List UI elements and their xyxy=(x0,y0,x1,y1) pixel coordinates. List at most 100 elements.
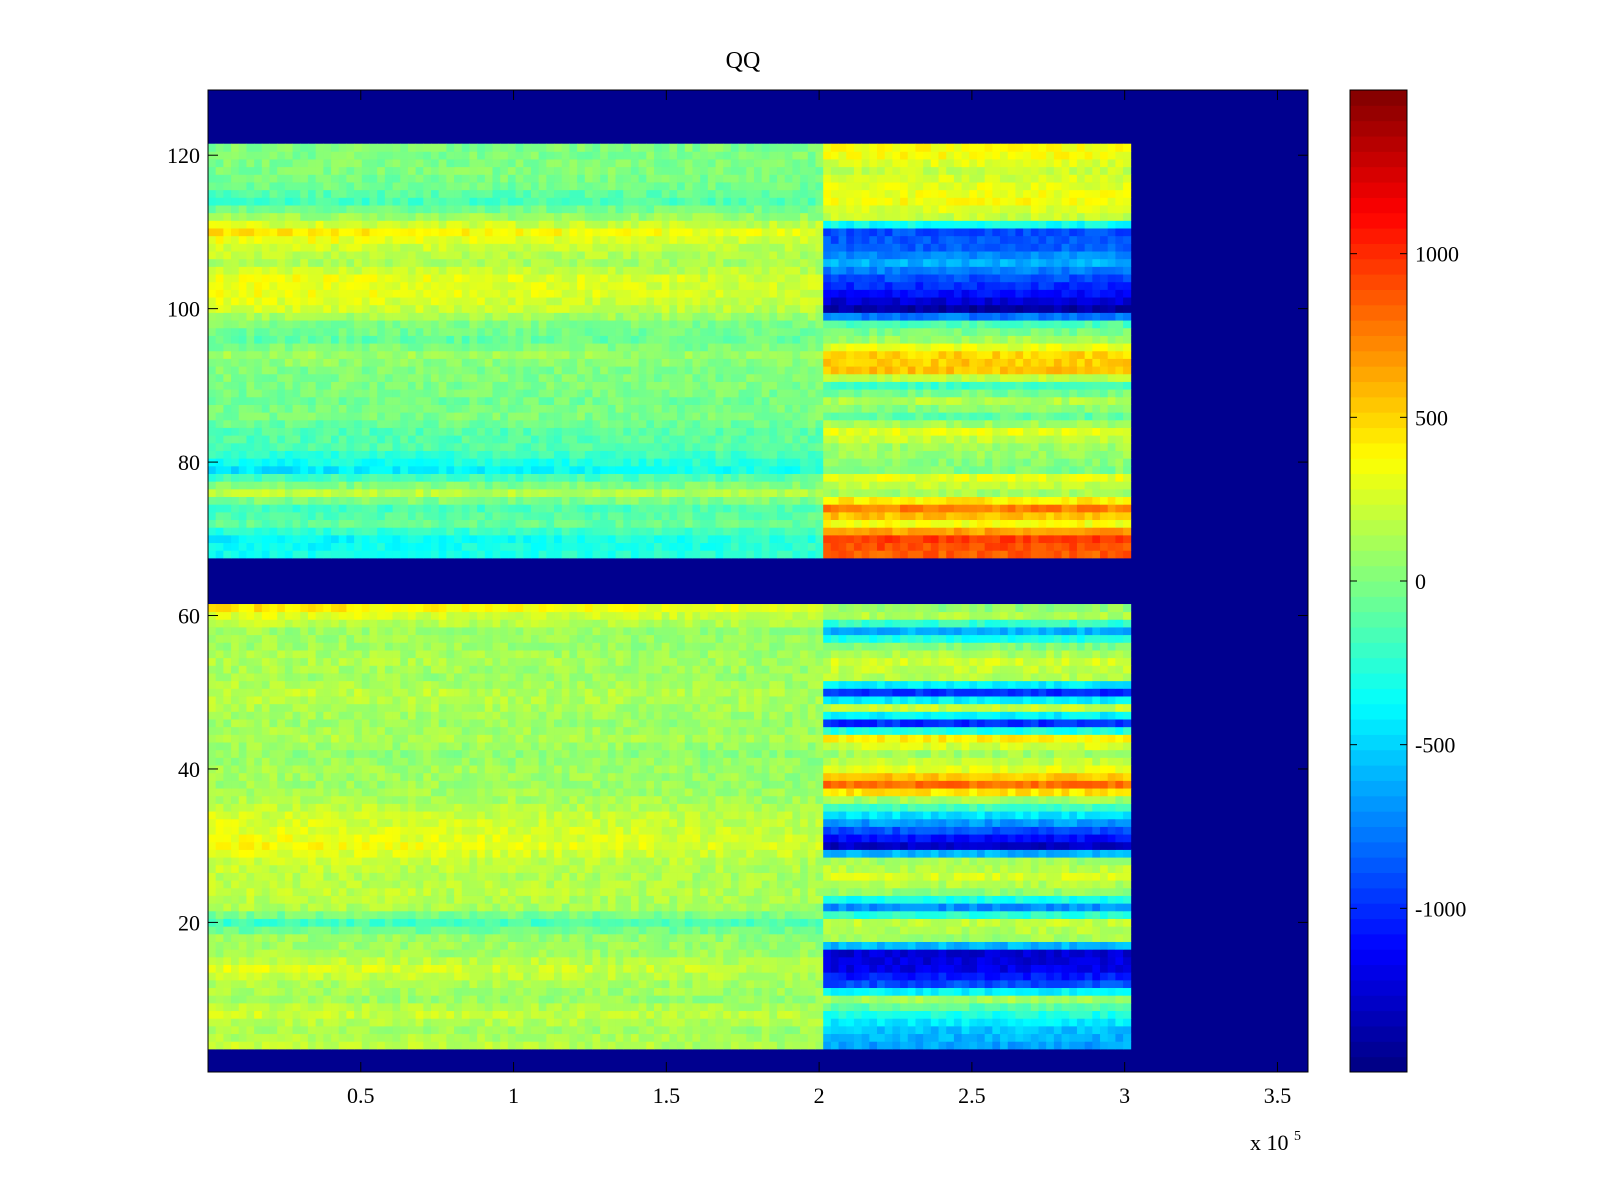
heatmap-cell xyxy=(415,788,424,797)
heatmap-cell xyxy=(830,972,839,981)
heatmap-cell xyxy=(815,1025,824,1035)
heatmap-cell xyxy=(246,1010,255,1019)
heatmap-cell xyxy=(507,903,516,912)
heatmap-cell xyxy=(846,979,855,989)
heatmap-cell xyxy=(469,811,478,820)
heatmap-cell xyxy=(630,1025,640,1035)
heatmap-cell xyxy=(246,749,255,758)
heatmap-cell xyxy=(861,734,870,743)
heatmap-cell xyxy=(231,803,240,812)
heatmap-cell xyxy=(446,987,455,996)
heatmap-cell xyxy=(507,972,516,981)
heatmap-cell xyxy=(746,918,755,927)
heatmap-cell xyxy=(577,1010,586,1019)
heatmap-cell xyxy=(715,964,724,973)
heatmap-cell xyxy=(331,772,340,781)
heatmap-cell xyxy=(1084,780,1093,789)
heatmap-cell xyxy=(715,1010,724,1019)
heatmap-cell xyxy=(823,918,832,927)
heatmap-cell xyxy=(415,1010,424,1019)
heatmap-cell xyxy=(1107,857,1116,866)
heatmap-cell xyxy=(946,742,955,751)
heatmap-cell xyxy=(477,1041,486,1050)
heatmap-cell xyxy=(438,818,447,827)
heatmap-cell xyxy=(838,818,847,827)
heatmap-cell xyxy=(431,818,440,827)
heatmap-cell xyxy=(208,949,217,958)
heatmap-cell xyxy=(730,857,739,866)
heatmap-cell xyxy=(923,956,932,965)
heatmap-cell xyxy=(630,926,640,935)
heatmap-cell xyxy=(646,857,655,866)
heatmap-cell xyxy=(900,1041,909,1050)
heatmap-cell xyxy=(261,895,270,904)
heatmap-cell xyxy=(284,811,293,820)
heatmap-cell xyxy=(584,910,593,919)
heatmap-cell xyxy=(538,1010,547,1019)
heatmap-cell xyxy=(507,780,516,789)
heatmap-cell xyxy=(569,864,578,873)
heatmap-cell xyxy=(277,903,286,912)
heatmap-cell xyxy=(830,834,839,843)
heatmap-cell xyxy=(1023,956,1032,965)
heatmap-cell xyxy=(915,834,924,843)
heatmap-cell xyxy=(523,772,532,781)
heatmap-cell xyxy=(469,864,478,873)
heatmap-cell xyxy=(338,872,347,881)
heatmap-cell xyxy=(907,964,916,973)
heatmap-cell xyxy=(238,972,247,981)
heatmap-cell xyxy=(346,1010,355,1019)
heatmap-cell xyxy=(400,734,409,743)
heatmap-cell xyxy=(1076,841,1086,850)
heatmap-cell xyxy=(976,949,986,958)
heatmap-cell xyxy=(431,726,440,735)
heatmap-cell xyxy=(877,956,886,965)
heatmap-cell xyxy=(1100,795,1109,804)
heatmap-cell xyxy=(723,910,732,919)
heatmap-cell xyxy=(677,941,686,950)
heatmap-cell xyxy=(1123,1025,1132,1035)
heatmap-cell xyxy=(938,857,947,866)
heatmap-cell xyxy=(461,995,470,1004)
heatmap-cell xyxy=(792,772,801,781)
heatmap-cell xyxy=(561,1010,570,1019)
heatmap-cell xyxy=(1030,987,1039,996)
heatmap-cell xyxy=(554,1010,563,1019)
heatmap-cell xyxy=(884,995,893,1004)
heatmap-cell xyxy=(1092,979,1101,989)
heatmap-cell xyxy=(884,849,893,858)
heatmap-cell xyxy=(1107,903,1116,912)
heatmap-cell xyxy=(1107,841,1116,850)
heatmap-cell xyxy=(638,1041,647,1050)
heatmap-cell xyxy=(307,895,317,904)
heatmap-cell xyxy=(615,972,624,981)
heatmap-cell xyxy=(338,788,347,797)
heatmap-cell xyxy=(454,864,463,873)
heatmap-cell xyxy=(684,903,693,912)
heatmap-cell xyxy=(869,872,878,881)
heatmap-cell xyxy=(1038,1002,1047,1012)
heatmap-cell xyxy=(438,734,447,743)
heatmap-cell xyxy=(846,772,855,781)
heatmap-cell xyxy=(976,964,986,973)
heatmap-cell xyxy=(223,734,232,743)
heatmap-cell xyxy=(469,803,478,812)
heatmap-cell xyxy=(1069,742,1078,751)
heatmap-cell xyxy=(792,834,801,843)
heatmap-cell xyxy=(984,795,993,804)
heatmap-cell xyxy=(823,1018,832,1027)
heatmap-cell xyxy=(377,880,386,889)
heatmap-cell xyxy=(584,818,593,827)
heatmap-cell xyxy=(1023,826,1032,835)
heatmap-cell xyxy=(861,880,870,889)
heatmap-cell xyxy=(208,749,217,758)
heatmap-cell xyxy=(592,895,601,904)
heatmap-cell xyxy=(331,895,340,904)
heatmap-cell xyxy=(892,918,901,927)
heatmap-cell xyxy=(615,949,624,958)
heatmap-cell xyxy=(454,811,463,820)
heatmap-cell xyxy=(577,1002,586,1012)
heatmap-cell xyxy=(869,841,878,850)
heatmap-cell xyxy=(792,918,801,927)
heatmap-cell xyxy=(838,872,847,881)
